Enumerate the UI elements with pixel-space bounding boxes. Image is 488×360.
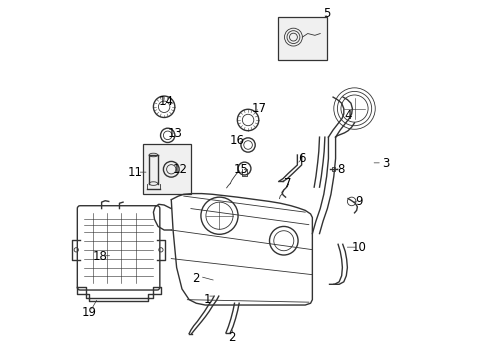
Text: 9: 9 xyxy=(354,195,362,208)
Text: 17: 17 xyxy=(251,102,266,115)
Text: 10: 10 xyxy=(351,241,366,255)
Text: 13: 13 xyxy=(167,127,182,140)
Text: 15: 15 xyxy=(233,163,248,176)
Text: 8: 8 xyxy=(337,163,344,176)
Text: 2: 2 xyxy=(228,331,235,344)
Text: 4: 4 xyxy=(344,109,351,122)
Text: 6: 6 xyxy=(297,152,305,165)
Text: 12: 12 xyxy=(172,163,187,176)
Text: 2: 2 xyxy=(192,272,200,285)
Bar xyxy=(331,167,335,171)
Text: 19: 19 xyxy=(81,306,97,319)
Text: 3: 3 xyxy=(381,157,388,170)
Text: 5: 5 xyxy=(322,8,330,21)
FancyBboxPatch shape xyxy=(142,144,190,194)
Text: 11: 11 xyxy=(128,166,143,179)
Text: 1: 1 xyxy=(203,293,210,306)
Text: 16: 16 xyxy=(229,134,244,147)
Text: 14: 14 xyxy=(158,95,173,108)
Text: 18: 18 xyxy=(92,250,107,263)
FancyBboxPatch shape xyxy=(278,18,326,60)
Text: 7: 7 xyxy=(283,177,290,190)
